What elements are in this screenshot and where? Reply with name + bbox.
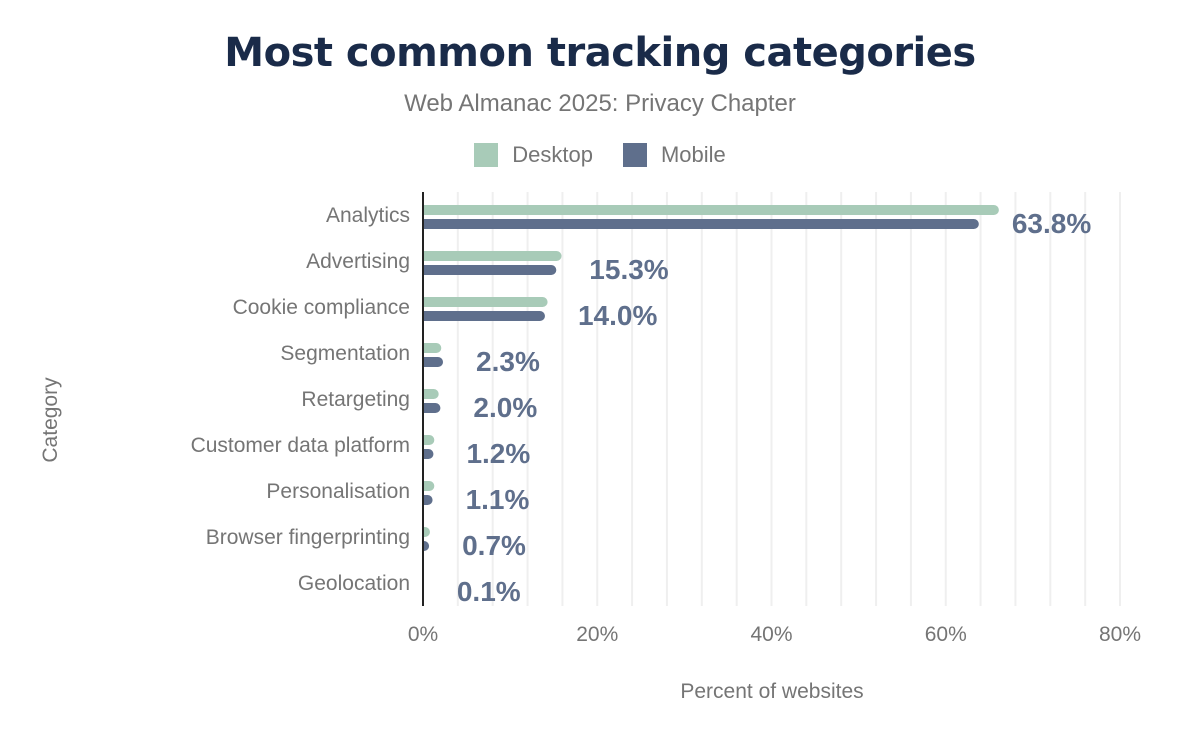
legend-label-mobile: Mobile [660, 142, 726, 167]
y-axis-title: Category [39, 377, 62, 463]
bar-desktop [418, 297, 548, 307]
bar-mobile [418, 357, 444, 367]
chart-title: Most common tracking categories [224, 30, 976, 76]
y-tick-label: Advertising [306, 250, 410, 273]
y-tick-label: Browser fingerprinting [206, 526, 410, 549]
data-label: 63.8% [1012, 208, 1091, 239]
data-label: 0.1% [457, 576, 521, 607]
y-tick-label: Analytics [326, 204, 410, 227]
legend-label-desktop: Desktop [512, 142, 593, 167]
x-tick-label: 40% [750, 623, 792, 646]
x-tick-label: 80% [1099, 623, 1141, 646]
bar-mobile [418, 311, 545, 321]
y-tick-label: Segmentation [280, 342, 410, 365]
x-tick-label: 20% [576, 623, 618, 646]
y-tick-label: Retargeting [301, 388, 410, 411]
data-label: 1.1% [466, 484, 530, 515]
data-label: 0.7% [462, 530, 526, 561]
bar-mobile [418, 265, 557, 275]
bar-mobile [418, 219, 979, 229]
data-label: 14.0% [578, 300, 657, 331]
y-tick-label: Customer data platform [191, 434, 410, 457]
y-tick-label: Personalisation [266, 480, 410, 503]
data-label: 2.3% [476, 346, 540, 377]
x-axis-title: Percent of websites [680, 680, 863, 703]
legend-item-mobile[interactable]: Mobile [622, 142, 726, 168]
legend-swatch-mobile [622, 143, 647, 167]
x-tick-label: 60% [925, 623, 967, 646]
legend-item-desktop[interactable]: Desktop [474, 142, 593, 168]
chart-subtitle: Web Almanac 2025: Privacy Chapter [404, 90, 796, 117]
bar-desktop [418, 205, 999, 215]
data-label: 2.0% [473, 392, 537, 423]
bar-desktop [418, 251, 562, 261]
legend: Desktop Mobile [0, 142, 1200, 168]
axis-mask [418, 192, 423, 606]
y-tick-label: Cookie compliance [233, 296, 410, 319]
data-label: 1.2% [466, 438, 530, 469]
legend-swatch-desktop [474, 143, 499, 167]
x-tick-label: 0% [408, 623, 438, 646]
data-label: 15.3% [589, 254, 668, 285]
y-tick-label: Geolocation [298, 572, 410, 595]
